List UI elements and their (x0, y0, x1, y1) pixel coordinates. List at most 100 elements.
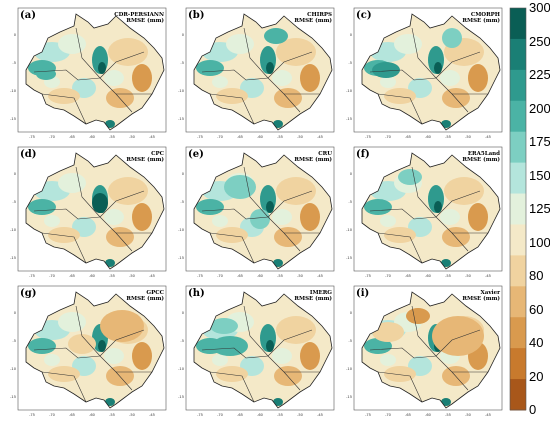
colorbar-swatch (510, 100, 526, 133)
rmse-contour (441, 259, 451, 267)
x-tick-label: -50 (465, 274, 472, 278)
rmse-contour (264, 28, 288, 44)
state-border (99, 51, 145, 79)
rmse-contour (132, 64, 152, 92)
rmse-contour (444, 177, 484, 205)
rmse-contour (398, 169, 422, 185)
rmse-contour (106, 227, 134, 247)
rmse-contour (372, 322, 404, 342)
panel-title: CHIRPS RMSE (mm) (272, 12, 332, 24)
y-tick-label: -5 (12, 61, 16, 65)
rmse-contour (441, 120, 451, 128)
rmse-contour (272, 209, 292, 225)
y-tick-label: -15 (178, 395, 184, 399)
map-panel: -75 -70 -65 -60 -55 -50 -45 0 -5 -10 -15 (178, 285, 335, 417)
rmse-contour (106, 88, 134, 108)
panel-title-metric: RMSE (mm) (294, 18, 332, 24)
rmse-contour (404, 199, 424, 215)
panel-label: (g) (20, 288, 37, 299)
map-panel: -75 -70 -65 -60 -55 -50 -45 0 -5 -10 -15 (10, 146, 167, 278)
colorbar-swatch (510, 131, 526, 164)
rmse-contour (266, 201, 274, 213)
colorbar-tick-label: 250 (529, 33, 550, 49)
rmse-contour (300, 342, 320, 370)
x-tick-label: -55 (277, 274, 283, 278)
x-tick-label: -45 (317, 274, 323, 278)
x-tick-label: -45 (149, 135, 155, 139)
rmse-contour (442, 28, 462, 48)
panel-title: ERA5Land RMSE (mm) (440, 151, 500, 163)
panel-label: (c) (356, 10, 372, 21)
colorbar-tick-label: 200 (529, 100, 550, 116)
state-border (435, 329, 481, 357)
panel-title-metric: RMSE (mm) (462, 296, 500, 302)
state-border (369, 208, 437, 220)
rmse-contour (384, 88, 416, 104)
rmse-contour (100, 310, 144, 342)
rmse-contour (28, 199, 56, 215)
rmse-contour (406, 308, 430, 324)
y-tick-label: -5 (12, 200, 16, 204)
panel-title: CPC RMSE (mm) (104, 151, 164, 163)
x-tick-label: -60 (89, 413, 96, 417)
map-panel: -75 -70 -65 -60 -55 -50 -45 0 -5 -10 -15 (346, 285, 503, 417)
x-tick-label: -75 (29, 135, 35, 139)
rmse-contour (226, 34, 254, 54)
rmse-contour (236, 60, 256, 76)
map-panel: -75 -70 -65 -60 -55 -50 -45 0 -5 -10 -15 (346, 146, 503, 278)
rmse-contour (36, 68, 56, 80)
x-tick-label: -60 (89, 274, 96, 278)
panel-title-metric: RMSE (mm) (462, 18, 500, 24)
y-tick-label: -10 (178, 367, 185, 371)
state-border (267, 329, 313, 357)
rmse-contour (210, 318, 238, 334)
state-border (33, 69, 101, 81)
rmse-contour (276, 316, 316, 344)
x-tick-label: -65 (237, 274, 243, 278)
colorbar-swatch (510, 8, 526, 40)
x-tick-label: -60 (257, 274, 264, 278)
region-map (25, 13, 165, 131)
x-tick-label: -50 (297, 413, 304, 417)
x-tick-label: -75 (365, 413, 371, 417)
rmse-contour (58, 312, 86, 332)
rmse-contour (48, 88, 80, 104)
colorbar-tick-label: 80 (529, 268, 544, 283)
state-border (209, 371, 255, 403)
y-tick-label: -5 (348, 339, 352, 343)
y-tick-label: -5 (348, 61, 352, 65)
panel-title: CDR-PERSIANN RMSE (mm) (104, 12, 164, 24)
rmse-contour (441, 398, 451, 406)
map-panel: -75 -70 -65 -60 -55 -50 -45 0 -5 -10 -15 (10, 7, 167, 139)
rmse-contour (276, 38, 316, 66)
colorbar-tick-label: 225 (529, 67, 550, 82)
x-tick-label: -60 (257, 413, 264, 417)
rmse-contour (196, 199, 224, 215)
x-tick-label: -45 (149, 413, 155, 417)
x-tick-label: -50 (129, 274, 136, 278)
rmse-contour (132, 342, 152, 370)
colorbar-swatch (510, 162, 526, 195)
colorbar-swatch (510, 255, 526, 287)
state-border (201, 208, 269, 220)
rmse-contour (380, 76, 396, 88)
rmse-contour (105, 398, 115, 406)
x-tick-label: -70 (385, 274, 392, 278)
rmse-contour (442, 227, 470, 247)
y-tick-label: 0 (182, 311, 185, 315)
x-tick-label: -75 (365, 135, 371, 139)
rmse-contour (250, 209, 270, 229)
panel-title-dataset: GPCC (146, 290, 164, 296)
rmse-contour (68, 334, 96, 354)
panel-title-metric: RMSE (mm) (126, 157, 164, 163)
colorbar-tick-label: 60 (529, 301, 544, 317)
rmse-contour (440, 70, 460, 86)
panel-label: (h) (188, 288, 205, 299)
rmse-contour (432, 316, 484, 356)
y-tick-label: -10 (10, 228, 17, 232)
x-tick-label: -70 (385, 135, 392, 139)
rmse-contour (266, 340, 274, 352)
rmse-contour (212, 354, 228, 366)
x-tick-label: -55 (445, 274, 451, 278)
rmse-contour (272, 70, 292, 86)
